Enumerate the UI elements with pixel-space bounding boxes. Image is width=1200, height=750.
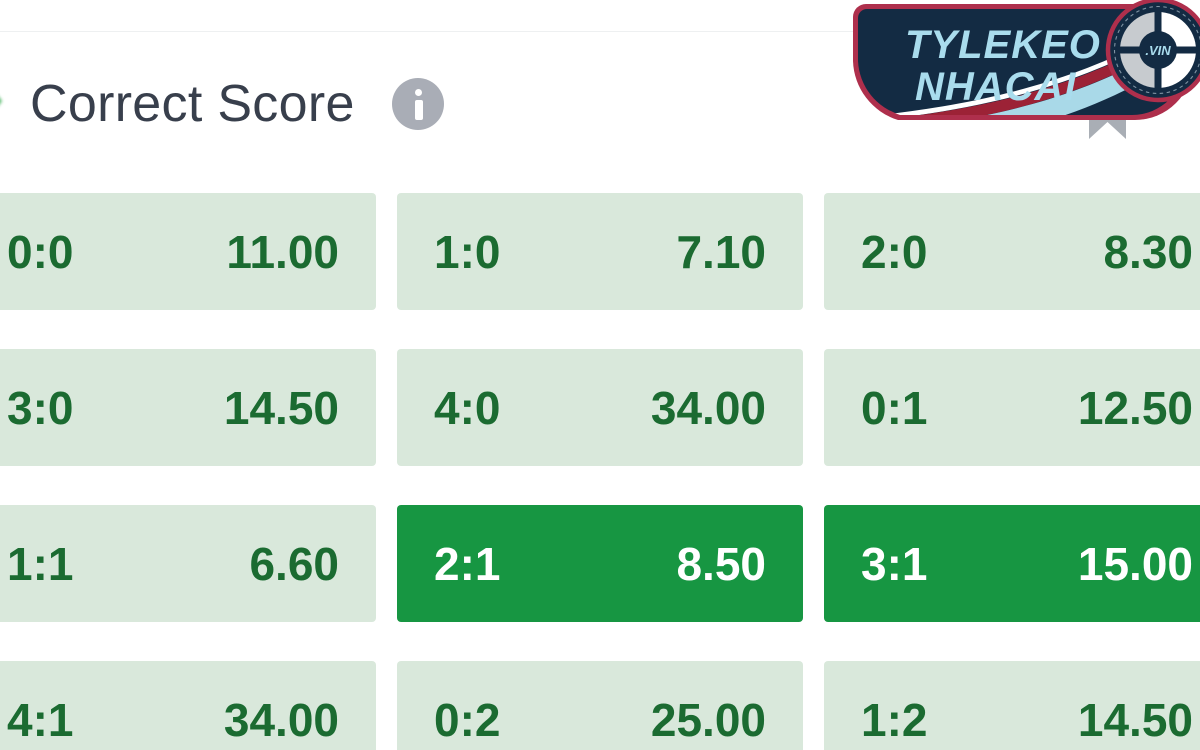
svg-text:TYLEKEO: TYLEKEO — [905, 23, 1101, 67]
svg-text:.VIN: .VIN — [1145, 43, 1171, 58]
svg-text:NHACAI: NHACAI — [915, 65, 1077, 109]
